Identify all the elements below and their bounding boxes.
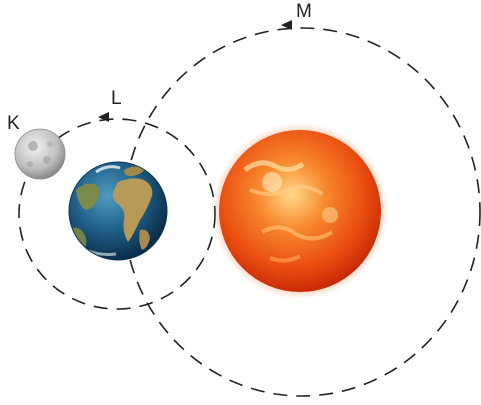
sun-icon <box>212 123 388 299</box>
label-earth-orbit-l: L <box>111 88 122 109</box>
earth-orbit-arrow-icon <box>98 112 109 122</box>
earth-icon <box>68 161 168 261</box>
moon-icon <box>14 128 66 180</box>
label-large-orbit-m: M <box>296 1 312 22</box>
label-moon-k: K <box>7 113 20 134</box>
large-orbit-path <box>123 27 481 397</box>
large-orbit-arrow-icon <box>281 20 292 30</box>
